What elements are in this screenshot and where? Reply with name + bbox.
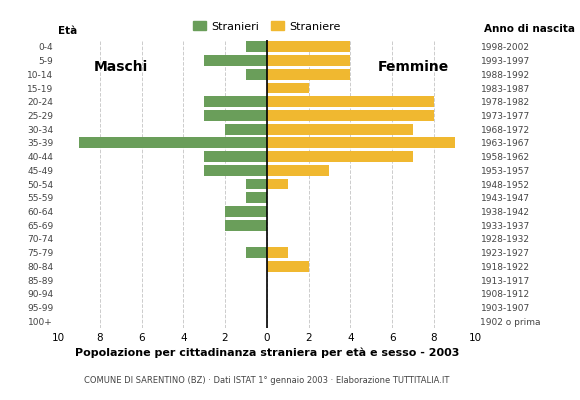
Bar (267, 247, 288, 258)
Bar (204, 110, 267, 121)
Bar (246, 69, 267, 80)
Bar (225, 124, 267, 135)
Bar (267, 151, 413, 162)
Bar (246, 247, 267, 258)
Text: Femmine: Femmine (378, 60, 448, 74)
Bar (79, 137, 267, 148)
Bar (267, 137, 455, 148)
Bar (267, 69, 350, 80)
Bar (267, 41, 350, 52)
Bar (267, 82, 309, 94)
Bar (246, 192, 267, 203)
Bar (225, 206, 267, 217)
Text: Età: Età (58, 26, 77, 36)
Bar (204, 151, 267, 162)
Bar (267, 55, 350, 66)
Bar (267, 96, 434, 107)
Bar (246, 178, 267, 190)
Bar (267, 110, 434, 121)
Bar (204, 55, 267, 66)
Bar (267, 261, 309, 272)
Text: Popolazione per cittadinanza straniera per età e sesso - 2003: Popolazione per cittadinanza straniera p… (75, 348, 459, 358)
Bar (267, 165, 329, 176)
Text: Maschi: Maschi (93, 60, 148, 74)
Bar (225, 220, 267, 231)
Text: Anno di nascita: Anno di nascita (484, 24, 575, 34)
Bar (204, 96, 267, 107)
Bar (267, 178, 288, 190)
Bar (267, 124, 413, 135)
Bar (204, 165, 267, 176)
Bar (246, 41, 267, 52)
Text: COMUNE DI SARENTINO (BZ) · Dati ISTAT 1° gennaio 2003 · Elaborazione TUTTITALIA.: COMUNE DI SARENTINO (BZ) · Dati ISTAT 1°… (84, 376, 450, 385)
Legend: Stranieri, Straniere: Stranieri, Straniere (188, 17, 345, 36)
